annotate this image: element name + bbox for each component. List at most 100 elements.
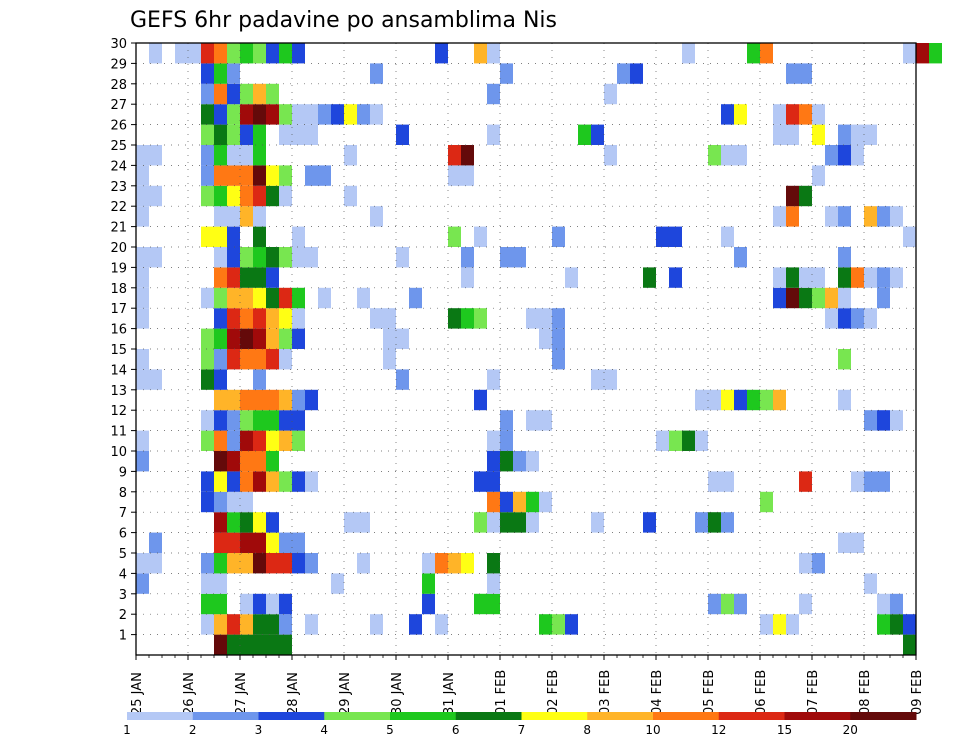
heatmap-cell bbox=[214, 491, 227, 513]
heatmap-cell bbox=[279, 471, 292, 492]
colorbar-label: 12 bbox=[711, 723, 726, 737]
heatmap-cell bbox=[929, 43, 942, 64]
x-tick-label: 09 FEB bbox=[910, 670, 925, 715]
heatmap-cell bbox=[240, 145, 253, 166]
x-tick-label: 07 FEB bbox=[806, 670, 821, 715]
heatmap-cell bbox=[214, 267, 227, 288]
heatmap-cell bbox=[773, 104, 786, 125]
heatmap-cell bbox=[279, 532, 292, 553]
heatmap-cell bbox=[240, 267, 253, 288]
heatmap-cell bbox=[786, 614, 799, 635]
heatmap-cell bbox=[877, 287, 890, 309]
heatmap-cell bbox=[201, 430, 214, 451]
heatmap-cell bbox=[279, 634, 292, 655]
heatmap-cell bbox=[214, 532, 227, 553]
heatmap-cell bbox=[305, 165, 318, 186]
heatmap-cell bbox=[487, 512, 500, 533]
heatmap-cell bbox=[201, 593, 214, 615]
heatmap-cell bbox=[214, 389, 227, 411]
heatmap-cell bbox=[513, 512, 526, 533]
heatmap-cell bbox=[552, 308, 565, 329]
heatmap-cell bbox=[266, 247, 279, 268]
heatmap-cell bbox=[253, 104, 266, 125]
colorbar-swatch bbox=[521, 712, 588, 720]
heatmap-cell bbox=[227, 451, 240, 472]
heatmap-cell bbox=[305, 124, 318, 145]
heatmap-cell bbox=[214, 63, 227, 84]
x-tick-label: 03 FEB bbox=[598, 670, 613, 715]
heatmap-cell bbox=[409, 287, 422, 309]
heatmap-cell bbox=[240, 165, 253, 186]
chart-title: GEFS 6hr padavine po ansamblima Nis bbox=[130, 8, 557, 33]
heatmap-cell bbox=[500, 247, 513, 268]
heatmap-cell bbox=[240, 410, 253, 431]
heatmap-cell bbox=[253, 349, 266, 370]
heatmap-cell bbox=[825, 206, 838, 227]
heatmap-cell bbox=[201, 614, 214, 635]
heatmap-cell bbox=[279, 308, 292, 329]
heatmap-cell bbox=[214, 287, 227, 309]
heatmap-cell bbox=[253, 83, 266, 105]
heatmap-cell bbox=[253, 451, 266, 472]
heatmap-cell bbox=[890, 410, 903, 431]
heatmap-cell bbox=[357, 512, 370, 533]
heatmap-cell bbox=[227, 145, 240, 166]
heatmap-cell bbox=[201, 328, 214, 349]
heatmap-cell bbox=[253, 634, 266, 655]
heatmap-cell bbox=[773, 614, 786, 635]
heatmap-cell bbox=[240, 104, 253, 125]
heatmap-cell bbox=[344, 512, 357, 533]
heatmap-cell bbox=[344, 104, 357, 125]
heatmap-cell bbox=[240, 553, 253, 574]
heatmap-cell bbox=[214, 226, 227, 247]
heatmap-cell bbox=[825, 145, 838, 166]
heatmap-cell bbox=[734, 247, 747, 268]
heatmap-cell bbox=[292, 247, 305, 268]
heatmap-cell bbox=[461, 247, 474, 268]
y-tick-label: 3 bbox=[119, 588, 127, 603]
heatmap-cell bbox=[279, 553, 292, 574]
heatmap-cell bbox=[149, 185, 162, 207]
heatmap-cell bbox=[240, 124, 253, 145]
heatmap-cell bbox=[214, 206, 227, 227]
heatmap-cell bbox=[175, 43, 188, 64]
heatmap-cell bbox=[227, 389, 240, 411]
heatmap-cell bbox=[253, 247, 266, 268]
heatmap-cell bbox=[214, 430, 227, 451]
colorbar-label: 8 bbox=[583, 723, 591, 737]
x-axis: 25 JAN 26 JAN 27 JAN 28 JAN 29 JAN 30 JAN 31 J… bbox=[130, 655, 925, 715]
heatmap-cell bbox=[214, 471, 227, 492]
heatmap-cell bbox=[266, 185, 279, 207]
heatmap-cell bbox=[487, 83, 500, 105]
heatmap-cell bbox=[526, 512, 539, 533]
heatmap-cell bbox=[786, 185, 799, 207]
heatmap-cell bbox=[370, 308, 383, 329]
heatmap-cell bbox=[487, 369, 500, 390]
heatmap-cell bbox=[227, 83, 240, 105]
heatmap-cell bbox=[877, 206, 890, 227]
heatmap-cell bbox=[734, 593, 747, 615]
heatmap-cell bbox=[721, 226, 734, 247]
heatmap-cell bbox=[487, 573, 500, 594]
heatmap-cell bbox=[604, 83, 617, 105]
heatmap-cell bbox=[786, 267, 799, 288]
heatmap-cell bbox=[266, 634, 279, 655]
heatmap-cell bbox=[396, 328, 409, 349]
heatmap-cell bbox=[500, 451, 513, 472]
heatmap-cell bbox=[760, 43, 773, 64]
heatmap-cell bbox=[201, 43, 214, 64]
heatmap-cell bbox=[539, 410, 552, 431]
heatmap-cell bbox=[487, 491, 500, 513]
heatmap-cell bbox=[877, 267, 890, 288]
heatmap-cell bbox=[201, 573, 214, 594]
heatmap-cell bbox=[266, 349, 279, 370]
heatmap-cell bbox=[201, 410, 214, 431]
heatmap-cell bbox=[864, 573, 877, 594]
heatmap-cell bbox=[760, 389, 773, 411]
heatmap-cell bbox=[799, 287, 812, 309]
heatmap-cell bbox=[253, 593, 266, 615]
heatmap-cell bbox=[552, 614, 565, 635]
colorbar-label: 5 bbox=[386, 723, 394, 737]
heatmap-cell bbox=[227, 471, 240, 492]
heatmap-cell bbox=[149, 43, 162, 64]
